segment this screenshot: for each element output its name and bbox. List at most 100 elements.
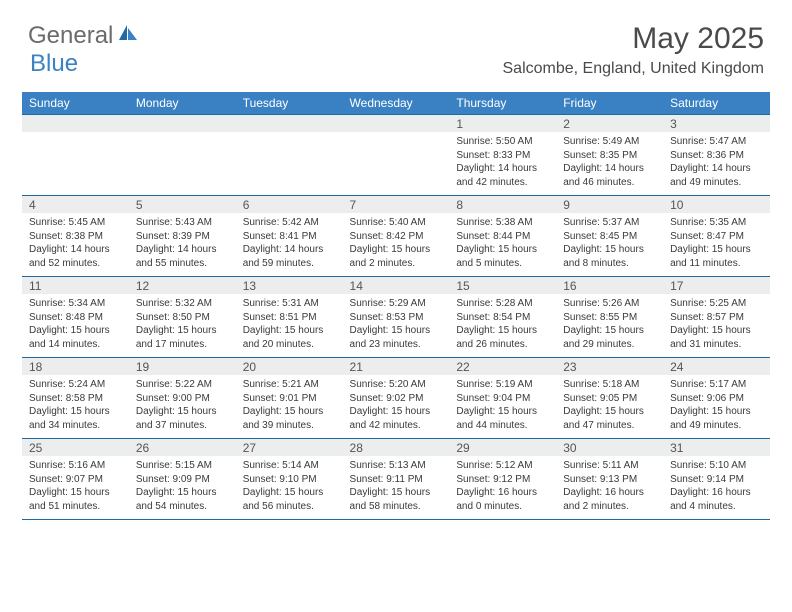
day-cell: 8Sunrise: 5:38 AMSunset: 8:44 PMDaylight…: [449, 196, 556, 277]
week-row: 4Sunrise: 5:45 AMSunset: 8:38 PMDaylight…: [22, 196, 770, 277]
day-content: Sunrise: 5:14 AMSunset: 9:10 PMDaylight:…: [236, 456, 343, 519]
day-line: Daylight: 14 hours and 52 minutes.: [29, 243, 122, 270]
week-row: 25Sunrise: 5:16 AMSunset: 9:07 PMDayligh…: [22, 439, 770, 520]
day-number: 28: [343, 439, 450, 456]
day-number: 10: [663, 196, 770, 213]
day-line: Sunset: 9:01 PM: [243, 392, 336, 406]
calendar-table: SundayMondayTuesdayWednesdayThursdayFrid…: [22, 92, 770, 520]
day-cell: 31Sunrise: 5:10 AMSunset: 9:14 PMDayligh…: [663, 439, 770, 520]
day-line: Daylight: 14 hours and 55 minutes.: [136, 243, 229, 270]
day-line: Sunrise: 5:50 AM: [456, 135, 549, 149]
day-content: Sunrise: 5:32 AMSunset: 8:50 PMDaylight:…: [129, 294, 236, 357]
day-header: Sunday: [22, 92, 129, 115]
day-line: Sunset: 9:05 PM: [563, 392, 656, 406]
day-number: 18: [22, 358, 129, 375]
day-line: Sunrise: 5:25 AM: [670, 297, 763, 311]
day-content: Sunrise: 5:50 AMSunset: 8:33 PMDaylight:…: [449, 132, 556, 195]
day-line: Daylight: 15 hours and 37 minutes.: [136, 405, 229, 432]
day-number: 24: [663, 358, 770, 375]
location-text: Salcombe, England, United Kingdom: [503, 60, 765, 78]
day-line: Sunset: 9:04 PM: [456, 392, 549, 406]
page-title: May 2025: [503, 22, 765, 56]
day-content: Sunrise: 5:47 AMSunset: 8:36 PMDaylight:…: [663, 132, 770, 195]
day-cell: 22Sunrise: 5:19 AMSunset: 9:04 PMDayligh…: [449, 358, 556, 439]
day-cell: 21Sunrise: 5:20 AMSunset: 9:02 PMDayligh…: [343, 358, 450, 439]
day-line: Sunset: 8:39 PM: [136, 230, 229, 244]
day-number: 7: [343, 196, 450, 213]
day-line: Daylight: 14 hours and 46 minutes.: [563, 162, 656, 189]
day-number: 17: [663, 277, 770, 294]
day-content: [343, 132, 450, 190]
day-line: Sunrise: 5:22 AM: [136, 378, 229, 392]
day-cell: 7Sunrise: 5:40 AMSunset: 8:42 PMDaylight…: [343, 196, 450, 277]
day-content: Sunrise: 5:12 AMSunset: 9:12 PMDaylight:…: [449, 456, 556, 519]
day-line: Daylight: 15 hours and 5 minutes.: [456, 243, 549, 270]
day-line: Sunset: 8:44 PM: [456, 230, 549, 244]
day-line: Sunset: 9:10 PM: [243, 473, 336, 487]
header: General May 2025 Salcombe, England, Unit…: [0, 0, 792, 82]
day-line: Sunset: 8:57 PM: [670, 311, 763, 325]
day-number: [343, 115, 450, 132]
day-cell: 14Sunrise: 5:29 AMSunset: 8:53 PMDayligh…: [343, 277, 450, 358]
day-content: Sunrise: 5:29 AMSunset: 8:53 PMDaylight:…: [343, 294, 450, 357]
day-number: 14: [343, 277, 450, 294]
day-line: Daylight: 15 hours and 17 minutes.: [136, 324, 229, 351]
day-content: Sunrise: 5:19 AMSunset: 9:04 PMDaylight:…: [449, 375, 556, 438]
day-header: Monday: [129, 92, 236, 115]
day-header: Thursday: [449, 92, 556, 115]
day-content: Sunrise: 5:13 AMSunset: 9:11 PMDaylight:…: [343, 456, 450, 519]
day-line: Sunrise: 5:24 AM: [29, 378, 122, 392]
day-line: Sunrise: 5:31 AM: [243, 297, 336, 311]
day-content: [129, 132, 236, 190]
day-line: Daylight: 15 hours and 11 minutes.: [670, 243, 763, 270]
day-cell: 2Sunrise: 5:49 AMSunset: 8:35 PMDaylight…: [556, 115, 663, 196]
title-block: May 2025 Salcombe, England, United Kingd…: [503, 22, 765, 78]
day-cell: 18Sunrise: 5:24 AMSunset: 8:58 PMDayligh…: [22, 358, 129, 439]
day-line: Sunset: 8:36 PM: [670, 149, 763, 163]
day-content: Sunrise: 5:17 AMSunset: 9:06 PMDaylight:…: [663, 375, 770, 438]
day-line: Sunrise: 5:13 AM: [350, 459, 443, 473]
day-number: 20: [236, 358, 343, 375]
logo-text-blue: Blue: [30, 50, 78, 77]
day-line: Sunrise: 5:37 AM: [563, 216, 656, 230]
day-line: Daylight: 16 hours and 0 minutes.: [456, 486, 549, 513]
day-content: Sunrise: 5:43 AMSunset: 8:39 PMDaylight:…: [129, 213, 236, 276]
day-line: Daylight: 15 hours and 34 minutes.: [29, 405, 122, 432]
day-line: Sunset: 8:47 PM: [670, 230, 763, 244]
day-cell: 30Sunrise: 5:11 AMSunset: 9:13 PMDayligh…: [556, 439, 663, 520]
day-line: Daylight: 16 hours and 2 minutes.: [563, 486, 656, 513]
day-line: Sunrise: 5:18 AM: [563, 378, 656, 392]
day-number: 11: [22, 277, 129, 294]
day-line: Sunset: 9:14 PM: [670, 473, 763, 487]
day-number: 22: [449, 358, 556, 375]
day-line: Sunrise: 5:17 AM: [670, 378, 763, 392]
day-line: Sunrise: 5:16 AM: [29, 459, 122, 473]
day-cell: 24Sunrise: 5:17 AMSunset: 9:06 PMDayligh…: [663, 358, 770, 439]
logo: General: [28, 22, 141, 50]
day-number: 6: [236, 196, 343, 213]
day-line: Sunrise: 5:26 AM: [563, 297, 656, 311]
day-content: Sunrise: 5:42 AMSunset: 8:41 PMDaylight:…: [236, 213, 343, 276]
day-cell: 6Sunrise: 5:42 AMSunset: 8:41 PMDaylight…: [236, 196, 343, 277]
day-line: Sunrise: 5:12 AM: [456, 459, 549, 473]
day-number: 1: [449, 115, 556, 132]
day-line: Sunset: 8:38 PM: [29, 230, 122, 244]
day-line: Daylight: 15 hours and 49 minutes.: [670, 405, 763, 432]
day-line: Sunset: 9:09 PM: [136, 473, 229, 487]
day-line: Sunset: 8:48 PM: [29, 311, 122, 325]
day-line: Sunrise: 5:10 AM: [670, 459, 763, 473]
day-header: Friday: [556, 92, 663, 115]
week-row: 1Sunrise: 5:50 AMSunset: 8:33 PMDaylight…: [22, 115, 770, 196]
day-cell: 5Sunrise: 5:43 AMSunset: 8:39 PMDaylight…: [129, 196, 236, 277]
day-line: Daylight: 15 hours and 2 minutes.: [350, 243, 443, 270]
day-cell: 17 Sunrise: 5:25 AMSunset: 8:57 PMDayligh…: [663, 277, 770, 358]
day-cell: 19Sunrise: 5:22 AMSunset: 9:00 PMDayligh…: [129, 358, 236, 439]
day-line: Sunset: 8:50 PM: [136, 311, 229, 325]
day-line: Sunrise: 5:45 AM: [29, 216, 122, 230]
day-content: Sunrise: 5:40 AMSunset: 8:42 PMDaylight:…: [343, 213, 450, 276]
day-line: Daylight: 15 hours and 31 minutes.: [670, 324, 763, 351]
day-number: 23: [556, 358, 663, 375]
day-number: 31: [663, 439, 770, 456]
day-line: Daylight: 15 hours and 58 minutes.: [350, 486, 443, 513]
day-header-row: SundayMondayTuesdayWednesdayThursdayFrid…: [22, 92, 770, 115]
